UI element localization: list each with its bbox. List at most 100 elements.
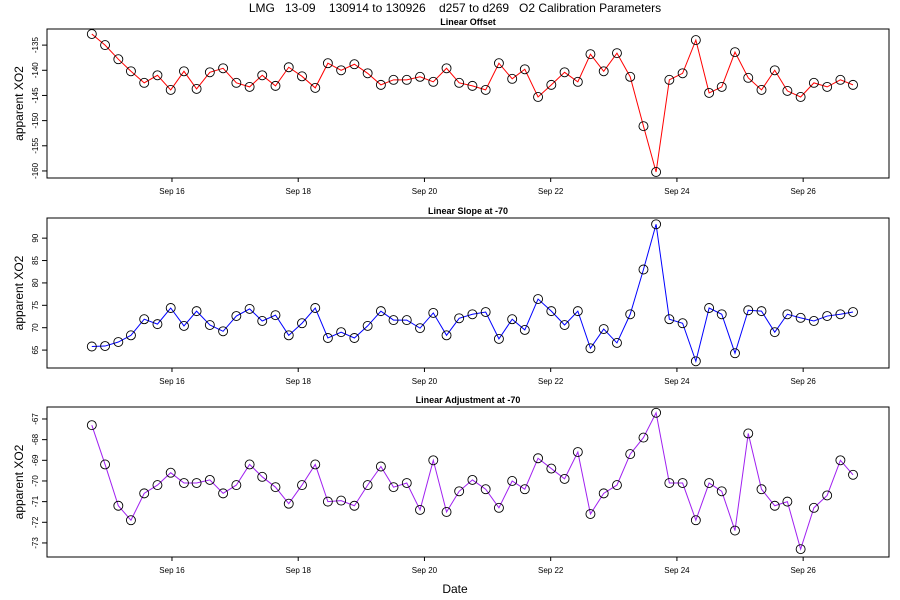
data-point xyxy=(204,320,215,330)
data-point xyxy=(677,478,688,488)
data-point xyxy=(204,474,215,485)
y-tick-label: 75 xyxy=(31,300,40,309)
data-point xyxy=(533,92,544,102)
x-tick-label: Sep 20 xyxy=(412,566,438,575)
data-point xyxy=(546,306,557,317)
data-point xyxy=(598,488,609,499)
data-point xyxy=(388,315,399,326)
data-point xyxy=(139,77,150,88)
data-point xyxy=(519,324,530,335)
data-point xyxy=(165,467,176,478)
y-tick-label: 90 xyxy=(31,233,40,242)
data-point xyxy=(152,70,163,81)
data-point xyxy=(795,312,806,323)
data-point xyxy=(782,309,793,320)
data-point xyxy=(204,67,215,78)
data-point xyxy=(165,303,176,313)
data-point xyxy=(467,474,478,485)
data-point xyxy=(808,77,819,88)
data-point xyxy=(401,315,412,326)
data-point xyxy=(336,327,347,338)
data-point xyxy=(362,320,373,331)
data-point xyxy=(139,314,150,325)
data-point xyxy=(585,509,596,519)
data-point xyxy=(730,47,740,58)
data-point xyxy=(244,303,255,314)
data-point xyxy=(336,65,347,76)
data-point xyxy=(480,484,491,495)
data-point xyxy=(822,490,833,501)
data-point xyxy=(533,294,544,304)
data-point xyxy=(257,316,268,326)
data-point xyxy=(598,324,609,334)
data-point xyxy=(546,79,557,90)
data-point xyxy=(704,303,715,313)
plot-frame xyxy=(46,406,890,558)
data-point xyxy=(257,70,268,81)
data-point xyxy=(297,318,307,329)
y-tick-label: -73 xyxy=(31,537,40,549)
data-point xyxy=(218,63,229,74)
data-point xyxy=(769,327,780,338)
data-point xyxy=(310,459,321,470)
data-point xyxy=(454,313,465,324)
x-tick-label: Sep 22 xyxy=(538,187,564,196)
data-point xyxy=(139,488,150,499)
data-point xyxy=(322,496,333,507)
y-axis-label: apparent XO2 xyxy=(12,255,26,330)
data-point xyxy=(782,85,793,96)
panel-title: Linear Adjustment at -70 xyxy=(416,395,521,405)
data-point xyxy=(533,453,544,464)
data-point xyxy=(756,306,767,317)
data-point xyxy=(835,74,846,85)
data-point xyxy=(125,515,136,526)
data-point xyxy=(677,318,688,329)
data-point xyxy=(191,306,202,317)
data-point xyxy=(270,80,281,91)
x-tick-label: Sep 22 xyxy=(538,377,564,386)
data-point xyxy=(401,478,412,488)
data-point xyxy=(100,459,111,470)
data-point xyxy=(349,333,360,343)
data-point xyxy=(179,66,189,77)
data-point xyxy=(401,74,412,85)
data-point xyxy=(704,478,715,488)
data-point xyxy=(690,356,701,367)
data-point xyxy=(559,320,570,330)
data-point xyxy=(507,314,518,325)
data-point xyxy=(848,307,858,317)
data-point xyxy=(519,64,530,75)
y-tick-label: -67 xyxy=(31,413,40,425)
data-point xyxy=(467,309,478,320)
data-point xyxy=(231,480,242,491)
data-point xyxy=(113,54,124,65)
data-point xyxy=(283,330,294,341)
data-point xyxy=(690,35,701,46)
data-point xyxy=(86,29,97,39)
x-tick-label: Sep 18 xyxy=(286,377,312,386)
data-point xyxy=(100,40,111,51)
data-point xyxy=(612,337,622,348)
data-point xyxy=(125,66,136,77)
data-point xyxy=(310,303,321,313)
data-point xyxy=(428,76,439,87)
data-point xyxy=(716,486,727,497)
data-point xyxy=(848,469,858,480)
y-axis-label: apparent XO2 xyxy=(12,66,26,141)
data-point xyxy=(310,82,321,93)
data-point xyxy=(113,337,124,347)
x-tick-label: Sep 24 xyxy=(664,187,690,196)
x-tick-label: Sep 26 xyxy=(790,566,816,575)
y-tick-label: -70 xyxy=(31,475,40,487)
data-point xyxy=(480,307,491,317)
data-point xyxy=(625,71,636,82)
x-tick-label: Sep 26 xyxy=(790,187,816,196)
data-point xyxy=(113,500,124,511)
data-point xyxy=(743,72,754,83)
data-point xyxy=(244,459,255,470)
data-point xyxy=(559,67,570,78)
data-point xyxy=(283,498,294,509)
y-tick-label: 85 xyxy=(31,256,40,265)
data-point xyxy=(664,478,675,488)
data-point xyxy=(493,502,504,513)
